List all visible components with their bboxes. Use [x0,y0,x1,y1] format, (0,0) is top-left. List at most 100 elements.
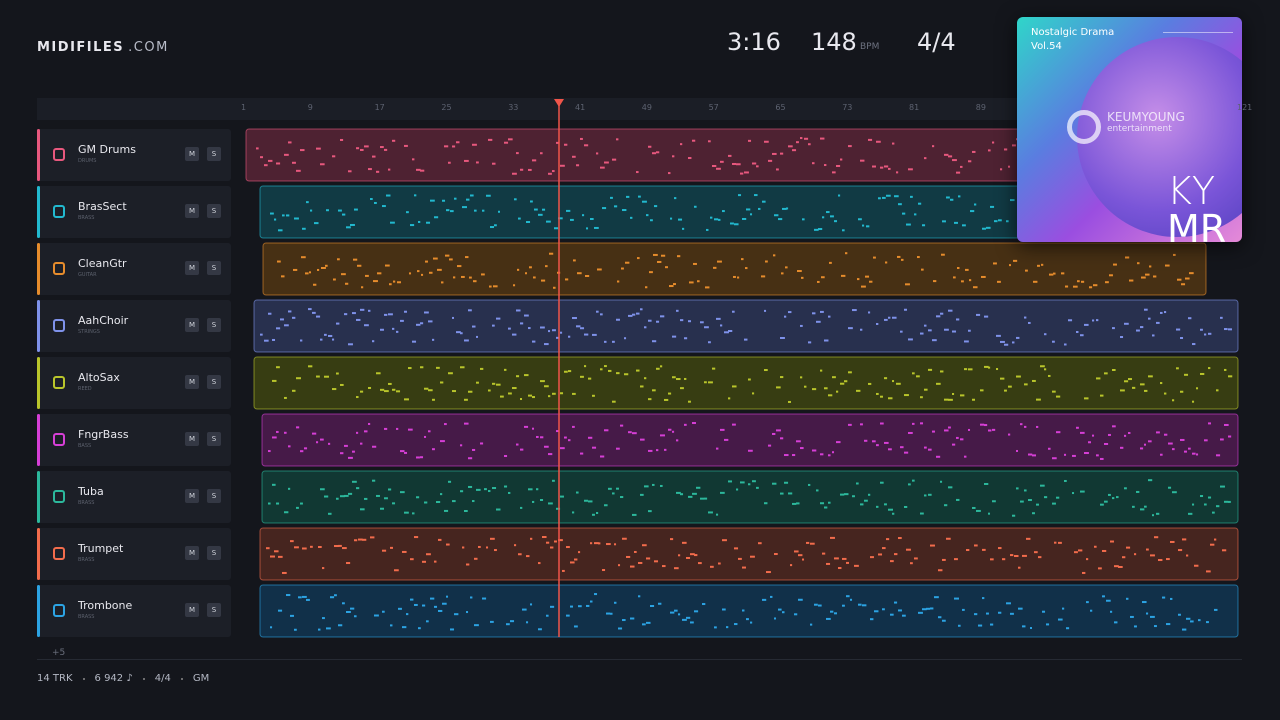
mute-button[interactable]: M [185,375,199,389]
note [532,396,535,399]
note [436,501,441,504]
solo-button[interactable]: S [207,204,221,218]
note [652,483,655,486]
track-header[interactable]: AahChoir STRINGS M S [37,300,231,352]
note [680,493,684,496]
mute-button[interactable]: M [185,489,199,503]
note [400,491,405,494]
solo-button[interactable]: S [207,603,221,617]
note [450,210,454,213]
solo-button[interactable]: S [207,375,221,389]
note [600,166,605,169]
note [622,619,626,622]
note [690,621,694,624]
note [380,507,385,510]
note [610,612,613,615]
note [308,308,312,311]
album-card[interactable]: Nostalgic Drama Vol.54 KEUMYOUNG enterta… [1017,17,1242,242]
track-header[interactable]: Tuba BRASS M S [37,471,231,523]
track-category: BRASS [78,215,95,221]
note [716,317,721,320]
note [676,439,679,442]
mute-button[interactable]: M [185,204,199,218]
note [834,612,838,615]
note [956,498,960,501]
note [724,438,729,441]
note [416,496,420,499]
solo-button[interactable]: S [207,261,221,275]
note [676,309,679,312]
mute-button[interactable]: M [185,603,199,617]
note [464,398,468,401]
note [474,209,477,212]
note [836,441,841,444]
note [606,543,611,546]
note [296,426,300,429]
note [604,161,609,164]
solo-button[interactable]: S [207,147,221,161]
mute-button[interactable]: M [185,546,199,560]
track-header[interactable]: Trombone BRASS M S [37,585,231,637]
tempo-unit: BPM [860,42,880,52]
note [1018,566,1021,569]
track-header[interactable]: AltoSax REED M S [37,357,231,409]
mute-button[interactable]: M [185,261,199,275]
track-header[interactable]: CleanGtr GUITAR M S [37,243,231,295]
note [845,252,848,255]
note [1000,340,1005,343]
note [860,423,863,426]
note [348,343,353,346]
note [982,548,986,551]
track-header[interactable]: GM Drums DRUMS M S [37,129,231,181]
mute-button[interactable]: M [185,432,199,446]
note [1008,385,1012,388]
track-header[interactable]: Trumpet BRASS M S [37,528,231,580]
note [1136,329,1140,332]
note [944,328,949,331]
note [886,194,891,197]
note [1118,565,1123,568]
solo-button[interactable]: S [207,546,221,560]
note [278,229,283,232]
note [896,171,899,174]
more-tracks[interactable]: +5 [52,648,66,658]
note [882,196,886,199]
note [270,212,274,215]
note [1220,316,1223,319]
note [956,436,959,439]
note [316,441,319,444]
track-header[interactable]: FngrBass BASS M S [37,414,231,466]
track-header[interactable]: BrasSect BRASS M S [37,186,231,238]
note [560,495,564,498]
note [632,432,637,435]
note [1086,558,1089,561]
note [806,541,810,544]
note [1025,269,1028,272]
track-name: AahChoir [78,314,129,327]
note [590,542,593,545]
note [920,332,924,335]
note [1144,389,1148,392]
note [466,611,469,614]
note [1152,514,1155,517]
solo-button[interactable]: S [207,432,221,446]
note [840,493,845,496]
solo-button[interactable]: S [207,318,221,332]
note [558,217,563,220]
note [1141,276,1146,279]
note [1114,621,1118,624]
mute-button[interactable]: M [185,147,199,161]
note [684,337,688,340]
note [560,331,563,334]
note [1128,378,1132,381]
note [998,611,1002,614]
solo-button[interactable]: S [207,489,221,503]
note [604,504,608,507]
mute-button[interactable]: M [185,318,199,332]
note [300,149,305,152]
note [912,479,915,482]
note [868,493,871,496]
note [688,495,693,498]
note [626,195,630,198]
note [452,500,456,503]
